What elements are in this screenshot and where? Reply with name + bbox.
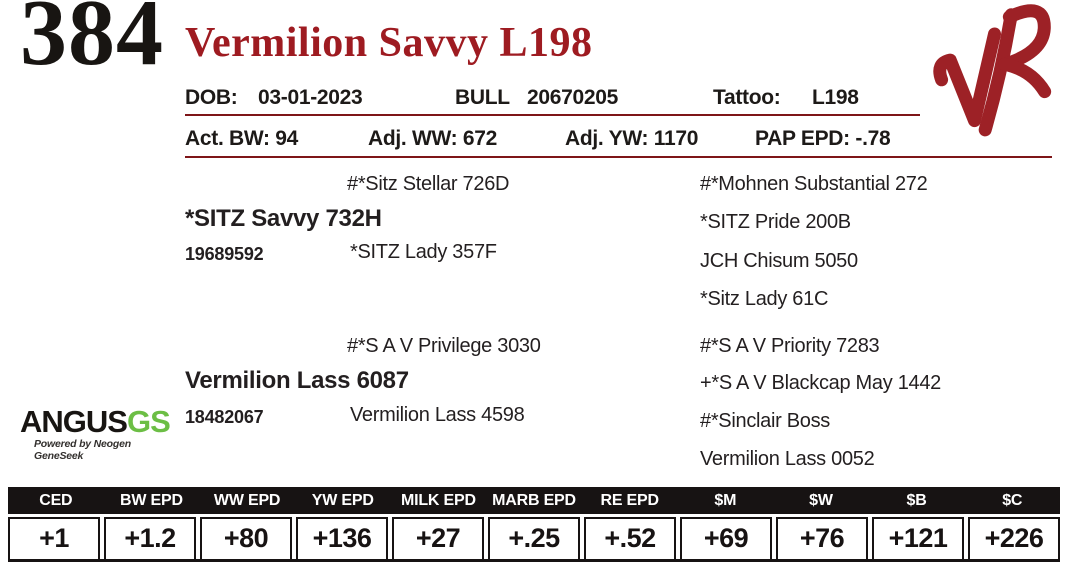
dob-label: DOB: xyxy=(185,86,238,109)
gs-logo-text: GS xyxy=(126,404,171,439)
pedigree-dam-name: Vermilion Lass 6087 xyxy=(185,367,409,394)
epd-header-ced: CED xyxy=(39,491,73,509)
epd-value-dollar-w: +76 xyxy=(776,517,868,559)
registration-number: 20670205 xyxy=(527,86,619,109)
epd-table: CED BW EPD WW EPD YW EPD MILK EPD MARB E… xyxy=(8,487,1060,562)
epd-value-milk: +27 xyxy=(392,517,484,559)
tattoo-label: Tattoo: xyxy=(713,86,781,109)
pedigree-dam-ancestor-3: #*Sinclair Boss xyxy=(700,410,831,432)
angus-gs-logo-tagline: Powered by Neogen GeneSeek xyxy=(34,438,131,462)
pedigree-sire-ancestor-1: #*Mohnen Substantial 272 xyxy=(700,173,928,195)
angus-gs-logo: ANGUSGS Powered by Neogen GeneSeek xyxy=(20,404,171,462)
pedigree-sire-ancestor-3: JCH Chisum 5050 xyxy=(700,250,858,272)
divider-rule-top xyxy=(185,114,920,116)
epd-header-dollar-c: $C xyxy=(1002,491,1023,509)
epd-header-bw: BW EPD xyxy=(120,491,183,509)
stat-act-bw: Act. BW: 94 xyxy=(185,127,298,151)
epd-value-dollar-b: +121 xyxy=(872,517,964,559)
angus-gs-logo-wordmark: ANGUSGS xyxy=(20,404,171,439)
stat-pap-epd: PAP EPD: -.78 xyxy=(755,127,891,151)
epd-table-value-row: +1 +1.2 +80 +136 +27 +.25 +.52 +69 +76 +… xyxy=(8,517,1060,562)
epd-value-ww: +80 xyxy=(200,517,292,559)
pedigree-dam-sire: #*S A V Privilege 3030 xyxy=(347,335,541,357)
epd-value-dollar-m: +69 xyxy=(680,517,772,559)
epd-value-re: +.52 xyxy=(584,517,676,559)
epd-header-dollar-w: $W xyxy=(809,491,833,509)
pedigree-sire-sire: #*Sitz Stellar 726D xyxy=(347,173,510,195)
dob-value: 03-01-2023 xyxy=(258,86,363,109)
stat-act-bw-label: Act. BW: xyxy=(185,127,270,150)
sex-label: BULL xyxy=(455,86,510,109)
epd-header-ww: WW EPD xyxy=(213,491,281,509)
stat-pap-epd-value: -.78 xyxy=(855,127,891,150)
epd-value-yw: +136 xyxy=(296,517,388,559)
epd-table-header-row: CED BW EPD WW EPD YW EPD MILK EPD MARB E… xyxy=(8,487,1060,514)
pedigree-sire-dam: *SITZ Lady 357F xyxy=(350,241,497,263)
epd-header-milk: MILK EPD xyxy=(400,491,476,509)
epd-header-dollar-b: $B xyxy=(906,491,927,509)
stat-adj-yw-label: Adj. YW: xyxy=(565,127,649,150)
pedigree-dam-ancestor-1: #*S A V Priority 7283 xyxy=(700,335,880,357)
stat-adj-ww: Adj. WW: 672 xyxy=(368,127,497,151)
page-title: Vermilion Savvy L198 xyxy=(185,20,593,66)
stat-pap-epd-label: PAP EPD: xyxy=(755,127,850,150)
pedigree-sire-ancestor-2: *SITZ Pride 200B xyxy=(700,211,851,233)
divider-rule-bottom xyxy=(185,156,1052,158)
vermilion-ranch-brand-mark-icon xyxy=(928,2,1063,142)
epd-header-re: RE EPD xyxy=(600,491,659,509)
epd-value-marb: +.25 xyxy=(488,517,580,559)
epd-header-marb: MARB EPD xyxy=(492,491,576,509)
angus-logo-text: ANGUS xyxy=(20,404,128,439)
epd-header-dollar-m: $M xyxy=(714,491,737,509)
tattoo-value: L198 xyxy=(812,86,859,109)
stat-adj-ww-label: Adj. WW: xyxy=(368,127,458,150)
pedigree-sire-reg: 19689592 xyxy=(185,244,264,264)
stat-act-bw-value: 94 xyxy=(275,127,299,150)
stat-adj-yw-value: 1170 xyxy=(653,127,699,150)
pedigree-sire-name: *SITZ Savvy 732H xyxy=(185,205,382,232)
epd-value-bw: +1.2 xyxy=(104,517,196,559)
lot-number: 384 xyxy=(20,0,164,85)
pedigree-dam-reg: 18482067 xyxy=(185,407,264,427)
pedigree-dam-ancestor-2: +*S A V Blackcap May 1442 xyxy=(700,372,941,394)
pedigree-dam-ancestor-4: Vermilion Lass 0052 xyxy=(700,448,875,470)
epd-header-yw: YW EPD xyxy=(311,491,374,509)
epd-value-dollar-c: +226 xyxy=(968,517,1060,559)
pedigree-dam-dam: Vermilion Lass 4598 xyxy=(350,404,525,426)
pedigree-sire-ancestor-4: *Sitz Lady 61C xyxy=(700,288,829,310)
stat-adj-ww-value: 672 xyxy=(462,127,498,150)
epd-value-ced: +1 xyxy=(8,517,100,559)
stat-adj-yw: Adj. YW: 1170 xyxy=(565,127,698,151)
